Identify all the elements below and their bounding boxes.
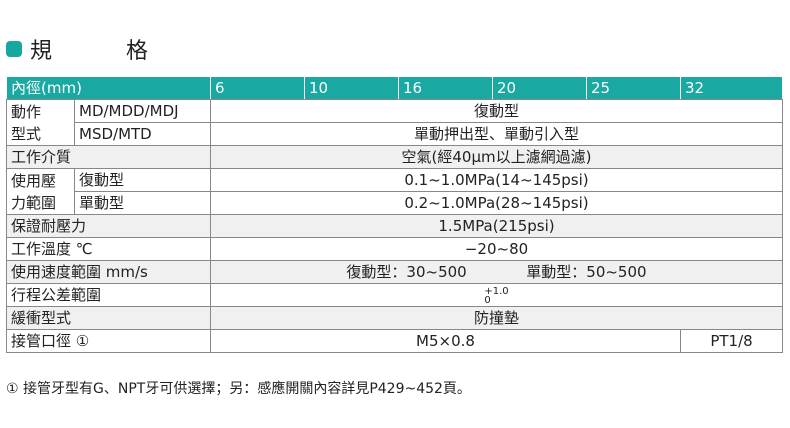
model-msd-value: 單動押出型、單動引入型 <box>210 122 783 146</box>
model-md-label: MD/MDD/MDJ <box>74 99 211 123</box>
table-row: 緩衝型式 防撞墊 <box>6 306 783 330</box>
bore-16: 16 <box>398 76 493 100</box>
speed-value: 復動型：30~500 單動型：50~500 <box>210 260 783 284</box>
table-row: 動作 型式 MD/MDD/MDJ 復動型 <box>6 99 783 146</box>
temperature-value: −20~80 <box>210 237 783 261</box>
section-heading: 規 格 <box>6 34 174 64</box>
table-row: 保證耐壓力 1.5MPa(215psi) <box>6 214 783 238</box>
stroke-tolerance-label: 行程公差範圍 <box>6 283 211 307</box>
bore-header-label: 內徑(mm) <box>6 76 211 100</box>
bore-20: 20 <box>492 76 587 100</box>
square-bullet-icon <box>6 41 22 57</box>
table-row: 工作介質 空氣(經40μm以上濾網過濾) <box>6 145 783 169</box>
bore-25: 25 <box>586 76 681 100</box>
action-type-label: 動作 型式 <box>6 99 75 146</box>
pressure-range-label: 使用壓 力範圍 <box>6 168 75 215</box>
table-row: 工作溫度 ℃ −20~80 <box>6 237 783 261</box>
table-row: 接管口徑 ① M5×0.8 PT1/8 <box>6 329 783 353</box>
speed-label: 使用速度範圍 mm/s <box>6 260 211 284</box>
spec-table: 內徑(mm) 6 10 16 20 25 32 動作 型式 MD/MDD/MDJ… <box>6 76 783 353</box>
medium-label: 工作介質 <box>6 145 211 169</box>
footnote: ① 接管牙型有G、NPT牙可供選擇；另：感應開關內容詳見P429~452頁。 <box>6 381 471 397</box>
cushion-value: 防撞墊 <box>210 306 783 330</box>
model-msd-label: MSD/MTD <box>74 122 211 146</box>
table-row: 使用壓 力範圍 復動型 0.1~1.0MPa(14~145psi) <box>6 168 783 215</box>
pressure-single-value: 0.2~1.0MPa(28~145psi) <box>210 191 783 215</box>
port-size-label: 接管口徑 ① <box>6 329 211 353</box>
table-row: 單動型 0.2~1.0MPa(28~145psi) <box>7 191 783 215</box>
pressure-single-label: 單動型 <box>74 191 211 215</box>
pressure-double-label: 復動型 <box>74 168 211 192</box>
proof-pressure-label: 保證耐壓力 <box>6 214 211 238</box>
stroke-tolerance-value: +1.0 0 <box>210 283 783 307</box>
proof-pressure-value: 1.5MPa(215psi) <box>210 214 783 238</box>
speed-double: 復動型：30~500 <box>346 263 467 281</box>
table-row: 使用速度範圍 mm/s 復動型：30~500 單動型：50~500 <box>6 260 783 284</box>
stroke-tolerance-lower: 0 <box>484 294 491 306</box>
table-row: 行程公差範圍 +1.0 0 <box>6 283 783 307</box>
stroke-tolerance-upper: +1.0 <box>484 285 509 297</box>
table-row: MSD/MTD 單動押出型、單動引入型 <box>7 122 783 146</box>
port-size-value-32: PT1/8 <box>680 329 783 353</box>
cushion-label: 緩衝型式 <box>6 306 211 330</box>
bore-10: 10 <box>304 76 399 100</box>
pressure-double-value: 0.1~1.0MPa(14~145psi) <box>210 168 783 192</box>
temperature-label: 工作溫度 ℃ <box>6 237 211 261</box>
speed-single: 單動型：50~500 <box>526 263 647 281</box>
port-size-value-small: M5×0.8 <box>210 329 681 353</box>
bore-6: 6 <box>210 76 305 100</box>
section-title: 規 格 <box>30 39 175 64</box>
table-header-row: 內徑(mm) 6 10 16 20 25 32 <box>6 76 783 100</box>
medium-value: 空氣(經40μm以上濾網過濾) <box>210 145 783 169</box>
bore-32: 32 <box>680 76 783 100</box>
model-md-value: 復動型 <box>210 99 783 123</box>
